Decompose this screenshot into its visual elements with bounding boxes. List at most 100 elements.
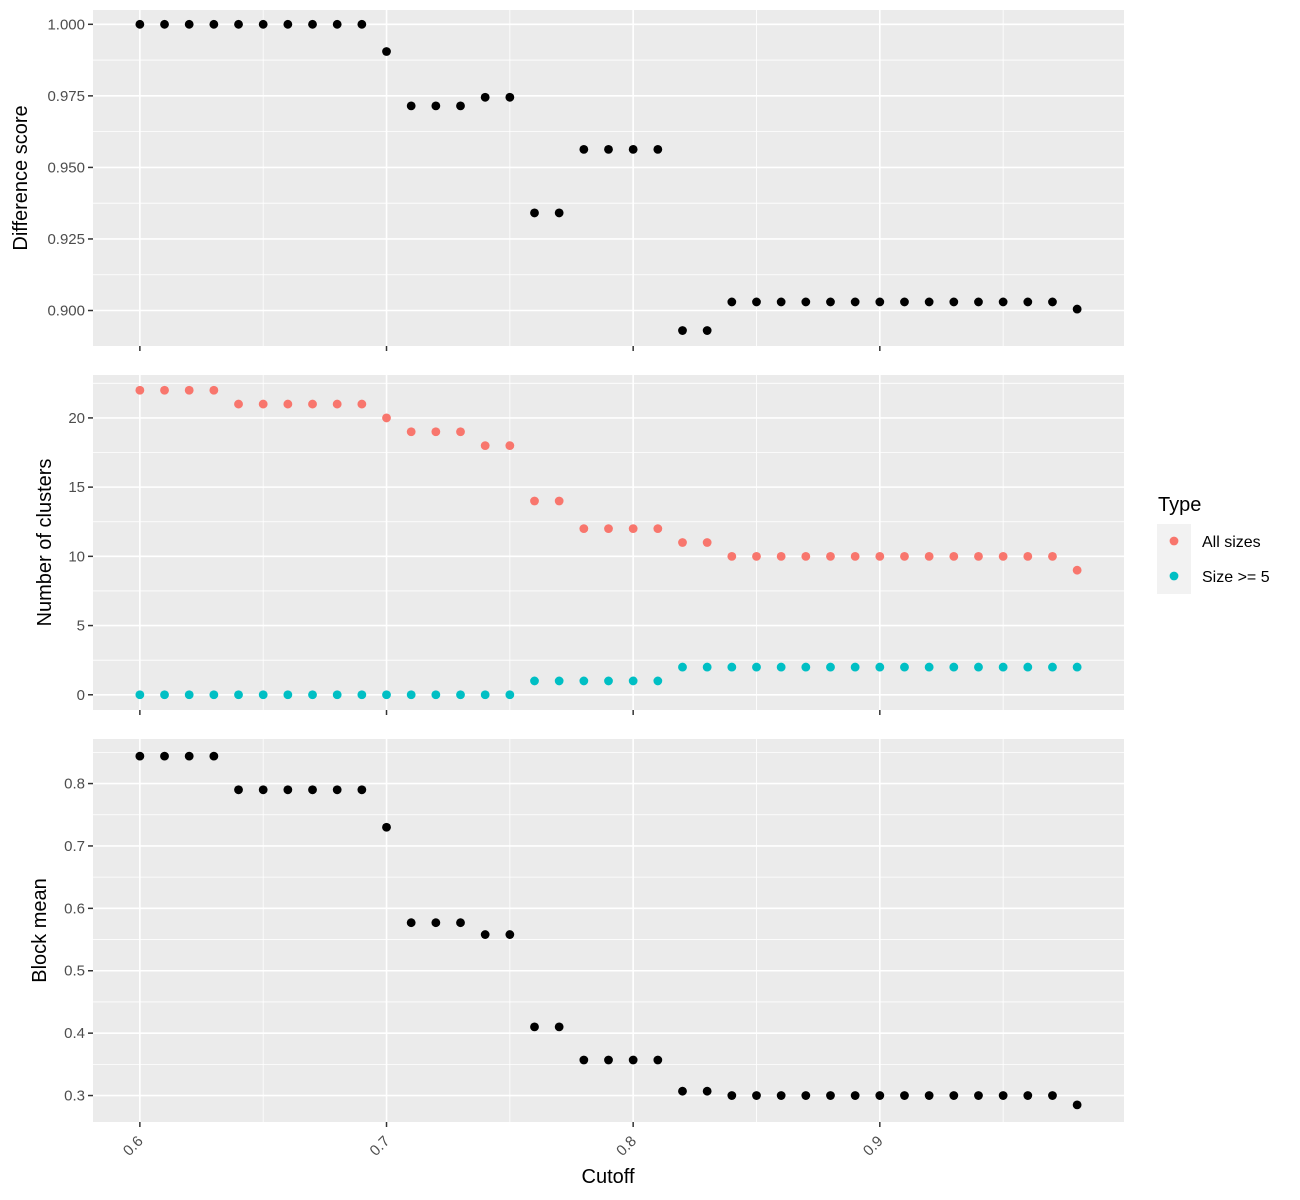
data-point — [530, 676, 539, 686]
data-point — [974, 1091, 983, 1100]
data-point — [653, 1055, 663, 1065]
data-point — [135, 751, 145, 761]
y-tick-label: 0.4 — [64, 1025, 85, 1042]
data-point — [406, 101, 416, 111]
data-point — [752, 551, 761, 561]
data-point — [850, 662, 860, 672]
data-point — [160, 385, 169, 395]
data-point — [579, 1055, 589, 1065]
data-point — [234, 399, 243, 409]
data-point — [308, 785, 317, 795]
data-point — [998, 1091, 1008, 1100]
data-point — [1072, 662, 1082, 672]
y-tick-label: 0.3 — [64, 1088, 85, 1105]
y-tick-label: 0.5 — [64, 963, 85, 980]
data-point — [801, 662, 811, 672]
x-tick-label: 0.6 — [120, 1133, 147, 1160]
y-tick-label: 15 — [68, 479, 85, 496]
legend-swatch — [1169, 536, 1179, 546]
data-point — [826, 551, 835, 561]
data-point — [702, 1086, 712, 1096]
data-point — [456, 918, 465, 928]
data-point — [628, 676, 638, 686]
data-point — [431, 690, 441, 700]
data-point — [826, 1091, 835, 1100]
data-point — [431, 918, 441, 928]
data-point — [283, 785, 293, 795]
data-point — [406, 918, 416, 928]
data-point — [801, 297, 811, 307]
data-point — [406, 427, 416, 437]
data-point — [135, 385, 145, 395]
data-point — [184, 751, 194, 761]
data-point — [850, 297, 860, 307]
data-point — [554, 1022, 564, 1032]
legend-label: All sizes — [1202, 534, 1261, 551]
data-point — [332, 19, 342, 29]
data-point — [998, 662, 1008, 672]
x-axis: Cutoff 0.6 0.7 0.8 0.9 — [120, 1133, 887, 1188]
data-point — [1048, 297, 1057, 307]
data-point — [900, 662, 909, 672]
data-point — [998, 297, 1008, 307]
data-point — [826, 297, 835, 307]
data-point — [135, 19, 145, 29]
data-point — [702, 538, 712, 547]
y-tick-label: 0 — [77, 687, 85, 704]
data-point — [234, 19, 243, 29]
data-point — [283, 19, 293, 29]
data-point — [530, 1022, 539, 1032]
data-point — [776, 662, 786, 672]
panel-2: 0 5 10 15 20 Number of clusters — [34, 375, 1124, 715]
data-point — [209, 751, 219, 761]
data-point — [579, 676, 589, 686]
data-point — [554, 676, 564, 686]
data-point — [924, 662, 934, 672]
data-point — [258, 785, 268, 795]
data-point — [234, 690, 243, 700]
data-point — [554, 208, 564, 218]
data-point — [1072, 1100, 1082, 1110]
data-point — [604, 676, 613, 686]
data-point — [752, 297, 761, 307]
panel-background — [93, 375, 1124, 710]
data-point — [456, 690, 465, 700]
data-point — [628, 144, 638, 154]
data-point — [357, 690, 367, 700]
data-point — [431, 101, 441, 111]
data-point — [283, 690, 293, 700]
data-point — [308, 399, 317, 409]
data-point — [160, 751, 169, 761]
data-point — [1023, 297, 1033, 307]
data-point — [283, 399, 293, 409]
data-point — [974, 551, 983, 561]
data-point — [776, 297, 786, 307]
panels: 0.900 0.925 0.950 0.975 1.000 Difference scor… — [10, 10, 1124, 1127]
data-point — [678, 538, 687, 547]
data-point — [776, 551, 786, 561]
data-point — [530, 496, 539, 506]
data-point — [678, 326, 687, 335]
y-tick-label: 0.900 — [47, 303, 85, 320]
panel-3: 0.3 0.4 0.5 0.6 0.7 0.8 Block mean — [29, 739, 1124, 1127]
y-tick-label: 10 — [68, 548, 85, 565]
data-point — [357, 785, 367, 795]
series-all-sizes — [135, 385, 1082, 575]
data-point — [974, 662, 983, 672]
data-point — [702, 662, 712, 672]
y-tick-label: 20 — [68, 410, 85, 427]
series-points — [135, 751, 1082, 1110]
data-point — [949, 662, 959, 672]
data-point — [258, 690, 268, 700]
panel-background — [93, 10, 1124, 346]
data-point — [875, 297, 885, 307]
data-point — [160, 19, 169, 29]
data-point — [209, 690, 219, 700]
data-point — [727, 662, 737, 672]
data-point — [184, 385, 194, 395]
data-point — [752, 662, 761, 672]
data-point — [875, 1091, 885, 1100]
data-point — [998, 551, 1008, 561]
y-tick-label: 0.950 — [47, 159, 85, 176]
data-point — [900, 551, 909, 561]
